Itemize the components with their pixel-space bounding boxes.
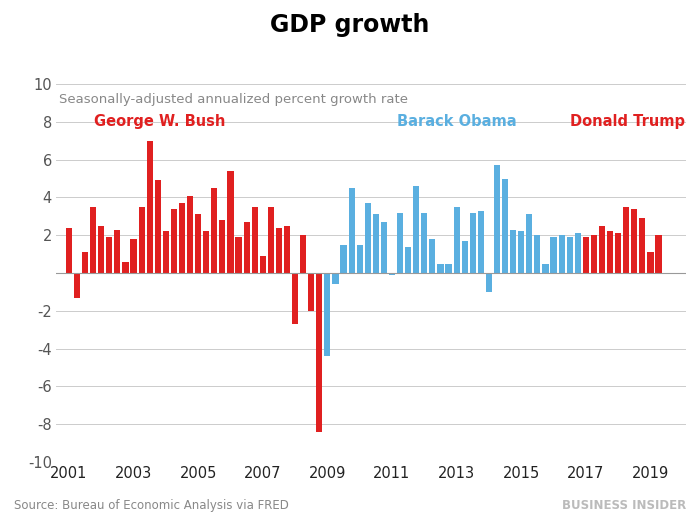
Bar	[114, 229, 120, 273]
Bar	[648, 252, 654, 273]
Bar	[340, 245, 346, 273]
Bar	[599, 226, 605, 273]
Bar	[98, 226, 104, 273]
Bar	[438, 264, 444, 273]
Bar	[454, 207, 460, 273]
Bar	[655, 235, 662, 273]
Bar	[566, 237, 573, 273]
Text: GDP growth: GDP growth	[270, 13, 430, 37]
Bar	[615, 233, 621, 273]
Bar	[631, 209, 638, 273]
Bar	[639, 218, 645, 273]
Bar	[155, 181, 161, 273]
Bar	[542, 264, 549, 273]
Bar	[607, 232, 613, 273]
Bar	[332, 273, 339, 285]
Bar	[106, 237, 113, 273]
Text: BUSINESS INSIDER: BUSINESS INSIDER	[561, 499, 686, 512]
Bar	[66, 228, 72, 273]
Bar	[316, 273, 323, 432]
Bar	[195, 214, 201, 273]
Bar	[251, 207, 258, 273]
Bar	[74, 273, 80, 298]
Text: Seasonally-adjusted annualized percent growth rate: Seasonally-adjusted annualized percent g…	[59, 93, 408, 107]
Bar	[211, 188, 218, 273]
Bar	[478, 211, 484, 273]
Bar	[90, 207, 96, 273]
Bar	[82, 252, 88, 273]
Bar	[559, 235, 565, 273]
Bar	[244, 222, 250, 273]
Bar	[146, 141, 153, 273]
Bar	[300, 235, 306, 273]
Bar	[235, 237, 241, 273]
Text: Barack Obama: Barack Obama	[397, 114, 517, 129]
Bar	[583, 237, 589, 273]
Bar	[526, 214, 533, 273]
Bar	[389, 273, 395, 275]
Bar	[397, 213, 403, 273]
Bar	[623, 207, 629, 273]
Text: Source: Bureau of Economic Analysis via FRED: Source: Bureau of Economic Analysis via …	[14, 499, 289, 512]
Bar	[349, 188, 355, 273]
Bar	[179, 203, 185, 273]
Bar	[575, 233, 581, 273]
Bar	[461, 241, 468, 273]
Bar	[268, 207, 274, 273]
Bar	[550, 237, 556, 273]
Bar	[276, 228, 282, 273]
Text: Donald Trump: Donald Trump	[570, 114, 685, 129]
Bar	[122, 261, 129, 273]
Bar	[510, 229, 516, 273]
Bar	[324, 273, 330, 356]
Bar	[470, 213, 476, 273]
Bar	[260, 256, 266, 273]
Bar	[219, 220, 225, 273]
Bar	[356, 245, 363, 273]
Bar	[486, 273, 492, 292]
Bar	[413, 186, 419, 273]
Bar	[130, 239, 136, 273]
Bar	[365, 203, 371, 273]
Bar	[502, 178, 508, 273]
Bar	[203, 232, 209, 273]
Bar	[187, 195, 193, 273]
Bar	[228, 171, 234, 273]
Bar	[518, 232, 524, 273]
Bar	[373, 214, 379, 273]
Bar	[429, 239, 435, 273]
Bar	[421, 213, 428, 273]
Bar	[292, 273, 298, 324]
Bar	[591, 235, 597, 273]
Bar	[494, 165, 500, 273]
Bar	[534, 235, 540, 273]
Bar	[381, 222, 387, 273]
Bar	[445, 264, 452, 273]
Bar	[139, 207, 145, 273]
Bar	[308, 273, 314, 311]
Bar	[405, 247, 411, 273]
Bar	[171, 209, 177, 273]
Bar	[163, 232, 169, 273]
Bar	[284, 226, 290, 273]
Text: George W. Bush: George W. Bush	[94, 114, 225, 129]
